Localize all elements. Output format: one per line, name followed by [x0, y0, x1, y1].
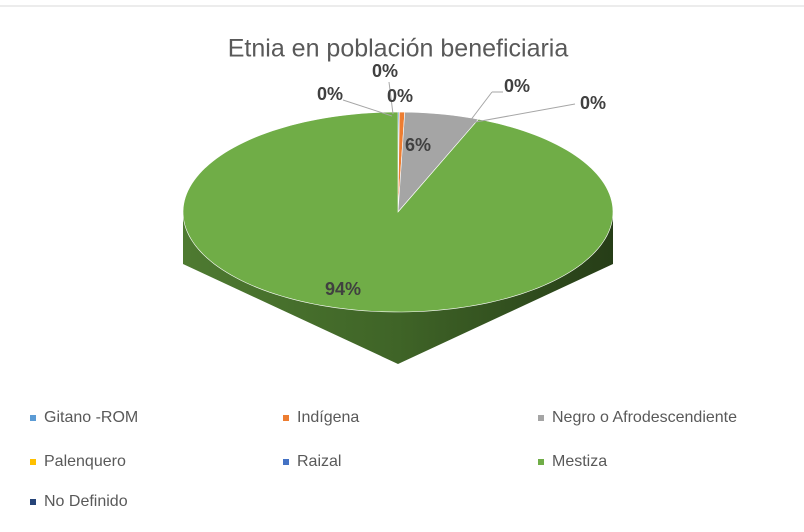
data-label: 0% — [504, 76, 530, 96]
legend-label: Negro o Afrodescendiente — [552, 409, 737, 426]
legend-swatch — [30, 415, 36, 421]
data-label: 0% — [317, 84, 343, 104]
leader-line — [469, 103, 576, 124]
data-label: 0% — [372, 61, 398, 81]
data-label: 0% — [580, 93, 606, 113]
legend-swatch — [283, 415, 289, 421]
chart-title: Etnia en población beneficiaria — [228, 35, 569, 63]
slice — [397, 111, 479, 213]
data-label: 94% — [325, 279, 361, 299]
data-label: 6% — [405, 135, 431, 155]
legend-label: Raizal — [297, 453, 341, 470]
legend-label: Palenquero — [44, 453, 126, 470]
leader-line — [342, 99, 393, 117]
legend-swatch — [283, 459, 289, 465]
slice — [182, 111, 614, 313]
legend-label: Mestiza — [552, 453, 607, 470]
legend-label: Gitano -ROM — [44, 409, 138, 426]
legend-label: No Definido — [44, 493, 128, 510]
legend-swatch — [538, 415, 544, 421]
legend-swatch — [538, 459, 544, 465]
slice-side — [183, 212, 613, 364]
legend-label: Indígena — [297, 409, 359, 426]
leader-line — [388, 81, 394, 115]
legend-swatch — [30, 459, 36, 465]
leader-line — [469, 91, 493, 122]
legend-swatch — [30, 499, 36, 505]
data-label: 0% — [387, 86, 413, 106]
